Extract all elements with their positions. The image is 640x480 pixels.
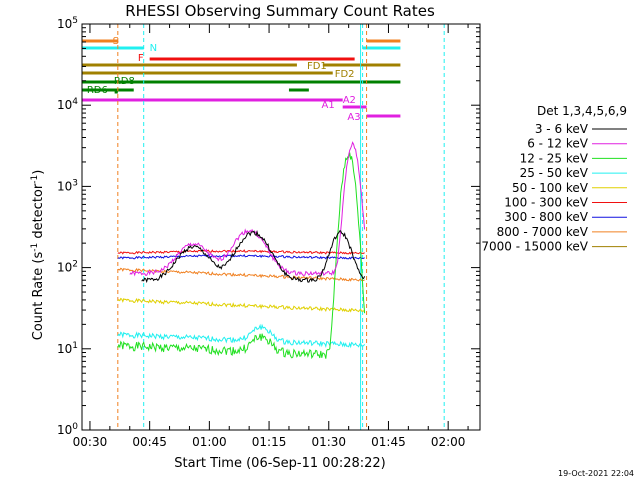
series-curve-7 (117, 253, 365, 260)
y-axis-label-sup: -1 (30, 243, 40, 252)
observing-flags: S NF FD1 FD2 RD8 RD6 A1 A2 A3 (82, 24, 445, 430)
flag-label-a3: A3 (347, 112, 360, 123)
legend-label: 800 - 7000 keV (497, 225, 589, 239)
y-tick-label: 105 (57, 16, 78, 31)
series-curve-4 (117, 323, 366, 349)
timestamp: 19-Oct-2021 22:04 (558, 469, 634, 478)
flag-label-n: N (150, 43, 157, 54)
y-tick-label: 104 (57, 97, 78, 112)
x-tick-label: 01:15 (252, 435, 287, 449)
flag-label-a2: A2 (343, 95, 356, 106)
x-ticks: 00:30 00:45 01:00 01:15 01:30 01:45 02:00 (73, 24, 469, 449)
plot-frame (81, 23, 481, 431)
x-axis-label: Start Time (06-Sep-11 00:28:22) (174, 456, 385, 471)
axes: 100 101 102 103 104 105 00:30 00:45 01:00 01:15 01… (57, 16, 481, 449)
flag-label-s: S (113, 36, 119, 47)
y-axis-label-main: Count Rate (s (31, 252, 46, 341)
x-tick-label: 02:00 (431, 435, 466, 449)
x-tick-label: 01:45 (371, 435, 406, 449)
legend-label: 7000 - 15000 keV (481, 240, 588, 254)
chart-title: RHESSI Observing Summary Count Rates (125, 2, 435, 20)
legend-label: 300 - 800 keV (504, 210, 588, 224)
flag-label-rd6: RD6 (87, 85, 108, 96)
y-ticks: 100 101 102 103 104 105 (57, 16, 480, 437)
x-tick-label: 01:00 (192, 435, 227, 449)
y-axis-label: Count Rate (s-1 detector-1) (30, 170, 46, 341)
flag-label-a1: A1 (322, 100, 335, 111)
legend-label: 100 - 300 keV (504, 196, 588, 210)
x-tick-label: 00:30 (73, 435, 108, 449)
legend-label: 25 - 50 keV (520, 166, 589, 180)
y-tick-label: 103 (57, 178, 78, 193)
series-curve-5 (117, 297, 365, 313)
series-lines (117, 141, 366, 360)
series-curve-1 (141, 230, 366, 284)
y-tick-label: 100 (57, 422, 78, 437)
series-curve-2 (129, 141, 366, 277)
series-curve-3 (117, 152, 366, 360)
y-axis-label-end: ) (31, 170, 46, 175)
y-axis-label-mid: detector (31, 183, 46, 243)
x-tick-label: 01:30 (311, 435, 346, 449)
series-curve-6 (117, 249, 365, 255)
legend-label: 3 - 6 keV (535, 122, 589, 136)
legend-label: 6 - 12 keV (527, 137, 589, 151)
flag-label-f: F (138, 53, 144, 64)
series-curve-8 (117, 267, 365, 282)
legend-label: 50 - 100 keV (512, 181, 589, 195)
flag-label-fd1: FD1 (307, 61, 327, 72)
y-tick-label: 102 (57, 260, 78, 275)
y-tick-label: 101 (57, 341, 78, 356)
x-tick-label: 00:45 (132, 435, 167, 449)
flag-label-rd8: RD8 (114, 76, 135, 87)
y-axis-label-sup2: -1 (30, 175, 40, 184)
flag-label-fd2: FD2 (335, 69, 355, 80)
legend-label: 12 - 25 keV (520, 151, 589, 165)
legend-title: Det 1,3,4,5,6,9 (537, 104, 627, 118)
